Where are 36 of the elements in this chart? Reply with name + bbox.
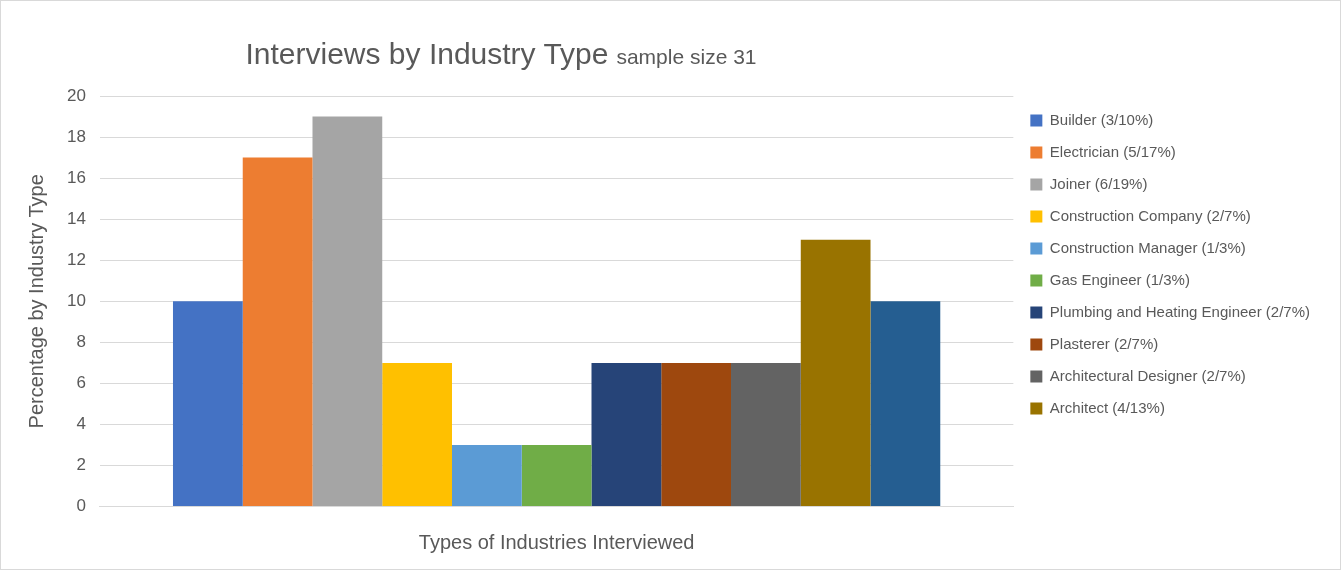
legend-label: Electrician (5/17%) — [1049, 142, 1176, 160]
y-tick-label: 16 — [66, 167, 86, 187]
legend-label: Gas Engineer (1/3%) — [1049, 270, 1190, 288]
bar — [870, 301, 941, 507]
legend-label: Plumbing and Heating Engineer (2/7%) — [1049, 302, 1310, 320]
chart-title: Interviews by Industry Type — [245, 37, 609, 70]
y-tick-label: 18 — [66, 126, 86, 146]
bar — [800, 239, 871, 507]
y-tick-label: 0 — [76, 496, 86, 516]
y-tick-label: 10 — [66, 290, 86, 310]
bar — [731, 362, 801, 507]
y-tick-label: 6 — [76, 373, 86, 393]
legend-label: Construction Manager (1/3%) — [1049, 238, 1246, 256]
y-tick-label: 12 — [66, 249, 86, 269]
legend-label: Plasterer (2/7%) — [1049, 334, 1159, 352]
legend-label: Construction Company (2/7%) — [1049, 206, 1251, 224]
legend-label: Joiner (6/19%) — [1049, 174, 1148, 192]
legend-label: Architect (4/13%) — [1049, 398, 1165, 416]
legend-label: Architectural Designer (2/7%) — [1049, 366, 1246, 384]
bar — [312, 116, 383, 507]
y-tick-label: 8 — [76, 332, 86, 352]
bar — [661, 362, 732, 507]
y-tick-label: 4 — [76, 414, 86, 434]
y-tick-label: 14 — [66, 208, 86, 228]
bar — [242, 157, 313, 507]
bar — [172, 301, 243, 507]
bar — [591, 362, 662, 507]
chart-subtitle: sample size 31 — [616, 45, 757, 68]
y-tick-label: 2 — [76, 455, 86, 475]
bar — [382, 362, 452, 507]
legend-label: Builder (3/10%) — [1049, 110, 1154, 128]
bar — [521, 445, 592, 507]
bar — [452, 445, 522, 507]
y-axis-title: Percentage by Industry Type — [24, 174, 47, 429]
x-axis-title: Types of Industries Interviewed — [418, 530, 695, 553]
y-tick-label: 20 — [66, 85, 86, 105]
